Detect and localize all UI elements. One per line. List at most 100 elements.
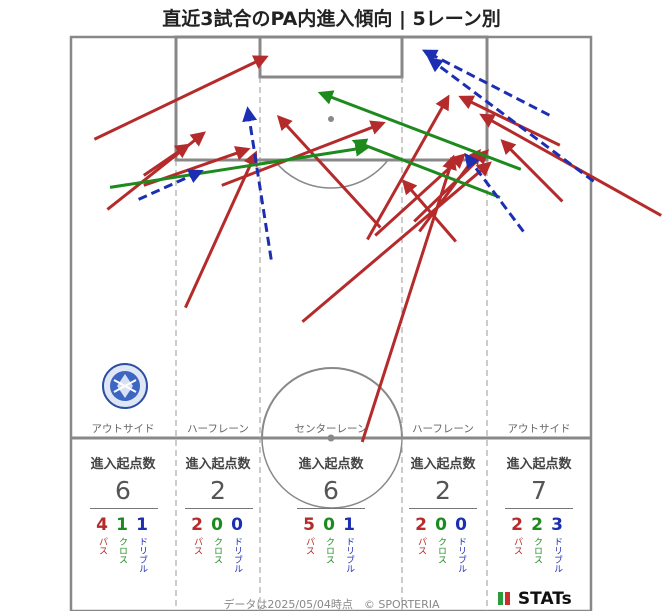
pass-arrow-5: [184, 150, 258, 309]
stat-total: 7: [531, 476, 547, 505]
center-spot: [327, 434, 335, 442]
goal-area: [258, 35, 404, 79]
dribble-count-value: 0: [231, 515, 243, 535]
cross-count-label: クロス: [436, 537, 446, 564]
dribble-arrow-20: [137, 169, 204, 201]
arrows-layer: [93, 49, 662, 443]
lane-0-dribble-count: 1 ドリブル: [132, 515, 152, 573]
pass-arrow-11: [401, 179, 457, 243]
brand-logo: STATs: [498, 589, 572, 609]
center-circle: [261, 367, 403, 439]
dribble-count-value: 0: [455, 515, 467, 535]
pass-arrow-1: [106, 131, 206, 211]
dribble-count-value: 3: [551, 515, 563, 535]
club-logo-icon: [102, 363, 148, 409]
pass-arrow-0: [93, 55, 269, 141]
brand-text: STATs: [517, 589, 572, 609]
pass-count-value: 2: [511, 515, 523, 535]
pass-count-value: 2: [415, 515, 427, 535]
lane-label-halflane-left: ハーフレーン: [187, 423, 249, 435]
dribble-count-label: ドリブル: [137, 537, 147, 573]
cross-count-value: 0: [435, 515, 447, 535]
pass-arrow-4: [142, 143, 191, 177]
dribble-arrow-21: [242, 106, 273, 260]
pass-arrow-12: [418, 148, 481, 233]
lane-2-cross-count: 0 クロス: [319, 515, 339, 564]
pass-count-value: 5: [303, 515, 315, 535]
pass-count-value: 2: [191, 515, 203, 535]
cross-arrow-18: [317, 90, 522, 171]
cross-count-value: 2: [531, 515, 543, 535]
cross-count-value: 0: [323, 515, 335, 535]
cross-count-value: 1: [116, 515, 128, 535]
lane-4-pass-count: 2 パス: [507, 515, 527, 555]
penalty-arc: [273, 159, 389, 189]
cross-count-value: 0: [211, 515, 223, 535]
lane-label-outside-right: アウトサイド: [507, 423, 571, 435]
lane-1-pass-count: 2 パス: [187, 515, 207, 555]
lane-3-dribble-count: 0 ドリブル: [451, 515, 471, 573]
dribble-count-label: ドリブル: [344, 537, 354, 573]
lane-4-dribble-count: 3 ドリブル: [547, 515, 567, 573]
lane-label-halflane-right: ハーフレーン: [412, 423, 474, 435]
stat-divider: [505, 508, 573, 509]
cross-count-label: クロス: [532, 537, 542, 564]
pass-count-label: パス: [304, 537, 314, 555]
stat-divider: [185, 508, 253, 509]
lane-label-outside-left: アウトサイド: [91, 423, 155, 435]
pass-arrow-15: [458, 95, 561, 147]
penalty-spot: [328, 116, 334, 122]
pass-count-label: パス: [192, 537, 202, 555]
footer-note: データは2025/05/04時点 © SPORTERIA: [223, 598, 440, 611]
pass-arrow-13: [500, 139, 564, 203]
pass-arrow-7: [301, 161, 492, 323]
stat-total: 6: [323, 476, 339, 505]
lane-3-cross-count: 0 クロス: [431, 515, 451, 564]
cross-arrow-17: [109, 141, 371, 189]
dribble-arrow-23: [427, 57, 595, 183]
cross-count-label: クロス: [212, 537, 222, 564]
dribble-count-value: 1: [136, 515, 148, 535]
lane-label-center: センターレーン: [294, 423, 368, 435]
lane-2-pass-count: 5 パス: [299, 515, 319, 555]
stat-head: 進入起点数: [298, 457, 364, 472]
stat-total: 2: [210, 476, 226, 505]
pass-count-label: パス: [512, 537, 522, 555]
stat-total: 6: [115, 476, 131, 505]
cross-count-label: クロス: [117, 537, 127, 564]
pass-count-value: 4: [96, 515, 108, 535]
pass-count-label: パス: [416, 537, 426, 555]
cross-count-label: クロス: [324, 537, 334, 564]
chart-title: 直近3試合のPA内進入傾向 | 5レーン別: [162, 8, 501, 30]
cross-arrow-19: [351, 138, 501, 199]
lane-2-dribble-count: 1 ドリブル: [339, 515, 359, 573]
dribble-arrow-24: [464, 152, 525, 233]
lane-1-dribble-count: 0 ドリブル: [227, 515, 247, 573]
pass-arrow-3: [221, 120, 386, 187]
lane-0-cross-count: 1 クロス: [112, 515, 132, 564]
lane-3-pass-count: 2 パス: [411, 515, 431, 555]
brand-bar-icon: [505, 592, 510, 605]
stat-head: 進入起点数: [185, 457, 251, 472]
pass-arrow-6: [276, 114, 382, 229]
stat-total: 2: [435, 476, 451, 505]
dribble-count-label: ドリブル: [456, 537, 466, 573]
stat-divider: [297, 508, 365, 509]
pass-arrow-16: [360, 154, 457, 443]
dribble-arrow-22: [421, 49, 551, 117]
brand-bar-icon: [498, 592, 503, 605]
lane-1-cross-count: 0 クロス: [207, 515, 227, 564]
stat-head: 進入起点数: [90, 457, 156, 472]
stat-head: 進入起点数: [410, 457, 476, 472]
stat-divider: [90, 508, 158, 509]
dribble-count-label: ドリブル: [552, 537, 562, 573]
stat-head: 進入起点数: [506, 457, 572, 472]
pass-arrow-14: [479, 113, 662, 217]
dribble-count-value: 1: [343, 515, 355, 535]
pass-arrow-8: [366, 94, 450, 241]
lane-0-pass-count: 4 パス: [92, 515, 112, 555]
dribble-count-label: ドリブル: [232, 537, 242, 573]
stat-divider: [409, 508, 477, 509]
lane-4-cross-count: 2 クロス: [527, 515, 547, 564]
